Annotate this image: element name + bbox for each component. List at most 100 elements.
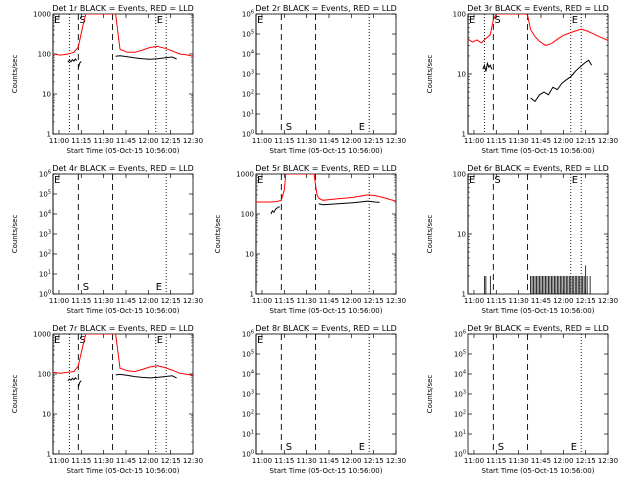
y-tick-label: 101 bbox=[242, 110, 254, 119]
y-tick-label: 1 bbox=[462, 291, 466, 299]
x-tick-label: 12:00 bbox=[341, 457, 361, 465]
plot-frame bbox=[255, 13, 397, 135]
x-tick-label: 11:45 bbox=[116, 457, 136, 465]
panel-p6: Det 6r BLACK = Events, RED = LLD 11:00 11:… bbox=[426, 164, 618, 315]
series-line-events bbox=[270, 206, 280, 215]
marker-label: E bbox=[572, 15, 578, 26]
y-tick-label: 106 bbox=[39, 170, 51, 179]
series-line-events bbox=[115, 373, 177, 379]
x-tick-label: 11:45 bbox=[319, 137, 339, 145]
x-tick-label: 12:15 bbox=[364, 457, 384, 465]
series-line-lld bbox=[256, 174, 396, 203]
x-tick-label: 12:15 bbox=[576, 297, 596, 305]
x-tick-label: 12:30 bbox=[598, 297, 618, 305]
x-tick-label: 11:00 bbox=[49, 297, 69, 305]
y-tick-label: 100 bbox=[38, 371, 51, 379]
x-axis-label: Start Time (05-Oct-15 10:56:00) bbox=[270, 147, 383, 155]
x-tick-label: 12:30 bbox=[386, 137, 406, 145]
series-line-lld bbox=[53, 334, 193, 376]
series-group bbox=[256, 174, 396, 215]
x-tick-label: 11:30 bbox=[94, 137, 114, 145]
x-axis-label: Start Time (05-Oct-15 10:56:00) bbox=[67, 307, 180, 315]
plot-frame bbox=[255, 333, 397, 455]
marker-label: E bbox=[257, 175, 263, 186]
series-line-events bbox=[67, 377, 78, 382]
x-axis-label: Start Time (05-Oct-15 10:56:00) bbox=[67, 467, 180, 475]
x-tick-label: 11:30 bbox=[297, 137, 317, 145]
x-tick-label: 11:15 bbox=[486, 457, 506, 465]
x-tick-label: 12:00 bbox=[341, 137, 361, 145]
marker-label: E bbox=[359, 122, 365, 133]
x-tick-label: 11:15 bbox=[71, 297, 91, 305]
x-tick-label: 11:30 bbox=[297, 457, 317, 465]
y-tick-label: 100 bbox=[453, 11, 466, 19]
x-tick-label: 11:30 bbox=[94, 297, 114, 305]
x-tick-label: 11:30 bbox=[94, 457, 114, 465]
panel-title: Det 5r BLACK = Events, RED = LLD bbox=[255, 164, 397, 173]
x-tick-label: 12:15 bbox=[161, 297, 181, 305]
x-tick-label: 12:30 bbox=[386, 297, 406, 305]
plot-frame bbox=[255, 173, 397, 295]
marker-label: E bbox=[156, 282, 162, 293]
x-tick-label: 11:45 bbox=[116, 137, 136, 145]
plot-frame bbox=[52, 13, 194, 135]
x-tick-label: 11:45 bbox=[531, 137, 551, 145]
y-tick-label: 10 bbox=[42, 411, 51, 419]
x-tick-label: 11:00 bbox=[464, 297, 484, 305]
x-tick-label: 11:15 bbox=[486, 297, 506, 305]
y-tick-label: 10 bbox=[42, 91, 51, 99]
marker-label: S bbox=[83, 282, 89, 293]
x-tick-label: 12:30 bbox=[598, 457, 618, 465]
x-tick-label: 11:45 bbox=[531, 457, 551, 465]
series-line-events bbox=[482, 61, 493, 72]
series-line-events bbox=[530, 59, 593, 103]
y-axis-label: Counts/sec bbox=[11, 55, 19, 94]
y-tick-label: 10 bbox=[457, 231, 466, 239]
x-axis-label: Start Time (05-Oct-15 10:56:00) bbox=[482, 147, 595, 155]
marker-label: E bbox=[54, 335, 60, 346]
y-tick-label: 101 bbox=[454, 430, 466, 439]
x-tick-label: 11:15 bbox=[486, 137, 506, 145]
series-group bbox=[483, 265, 591, 294]
x-tick-label: 12:00 bbox=[553, 297, 573, 305]
plot-frame bbox=[52, 333, 194, 455]
y-tick-label: 106 bbox=[242, 10, 254, 19]
x-tick-label: 11:30 bbox=[297, 297, 317, 305]
marker-label: E bbox=[54, 15, 60, 26]
x-axis-label: Start Time (05-Oct-15 10:56:00) bbox=[67, 147, 180, 155]
y-tick-label: 104 bbox=[242, 50, 254, 59]
x-tick-label: 11:30 bbox=[509, 457, 529, 465]
x-tick-label: 12:00 bbox=[138, 457, 158, 465]
series-line-events bbox=[67, 58, 78, 63]
y-tick-label: 10 bbox=[245, 251, 254, 259]
x-tick-label: 12:00 bbox=[553, 457, 573, 465]
marker-label: S bbox=[494, 175, 500, 186]
marker-label: E bbox=[469, 15, 475, 26]
x-tick-label: 12:15 bbox=[161, 457, 181, 465]
y-tick-label: 100 bbox=[454, 450, 466, 459]
y-tick-label: 1000 bbox=[236, 171, 254, 179]
y-tick-label: 100 bbox=[241, 211, 254, 219]
series-line-events bbox=[77, 380, 82, 387]
x-tick-label: 12:15 bbox=[576, 137, 596, 145]
y-tick-label: 1 bbox=[47, 131, 51, 139]
y-tick-label: 106 bbox=[242, 330, 254, 339]
y-tick-label: 103 bbox=[39, 230, 51, 239]
y-tick-label: 1 bbox=[47, 451, 51, 459]
y-axis-label: Counts/sec bbox=[426, 55, 434, 94]
marker-label: E bbox=[469, 175, 475, 186]
x-tick-label: 11:00 bbox=[252, 457, 272, 465]
marker-label: E bbox=[257, 335, 263, 346]
x-tick-label: 11:15 bbox=[71, 137, 91, 145]
x-axis-label: Start Time (05-Oct-15 10:56:00) bbox=[482, 307, 595, 315]
panel-title: Det 6r BLACK = Events, RED = LLD bbox=[467, 164, 609, 173]
x-tick-label: 11:30 bbox=[509, 137, 529, 145]
panel-title: Det 2r BLACK = Events, RED = LLD bbox=[255, 4, 397, 13]
